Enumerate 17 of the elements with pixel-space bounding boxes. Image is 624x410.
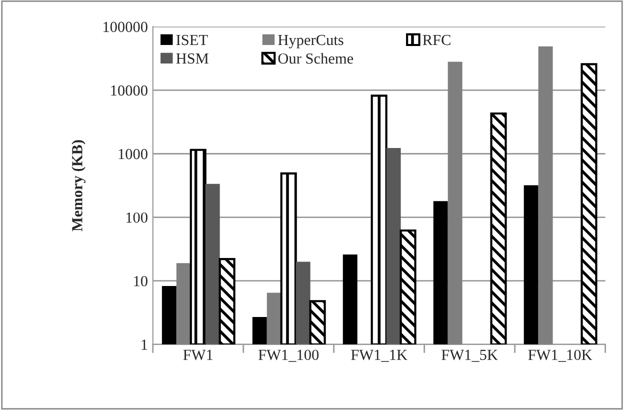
legend-label: HyperCuts (278, 34, 344, 48)
y-tick-label: 10000 (111, 85, 148, 96)
y-tick-label: 1 (142, 340, 148, 350)
x-tick-label: FW1_1K (351, 350, 408, 362)
x-tick-label: FW1_5K (442, 350, 498, 362)
y-tick-label: 100 (126, 212, 148, 223)
y-tick-label: 10 (134, 276, 148, 286)
y-tick-label: 1000 (118, 148, 148, 160)
y-axis-title: Memory (KB) (72, 140, 86, 232)
legend-label: ISET (176, 34, 208, 46)
y-tick-label: 100000 (104, 22, 148, 32)
legend-label: Our Scheme (278, 52, 354, 64)
x-tick-label: FW1_100 (258, 350, 319, 362)
legend-label: HSM (176, 53, 208, 64)
legend-label: RFC (422, 34, 450, 46)
x-tick-label: FW1 (183, 350, 212, 360)
x-tick-label: FW1_10K (528, 350, 592, 362)
